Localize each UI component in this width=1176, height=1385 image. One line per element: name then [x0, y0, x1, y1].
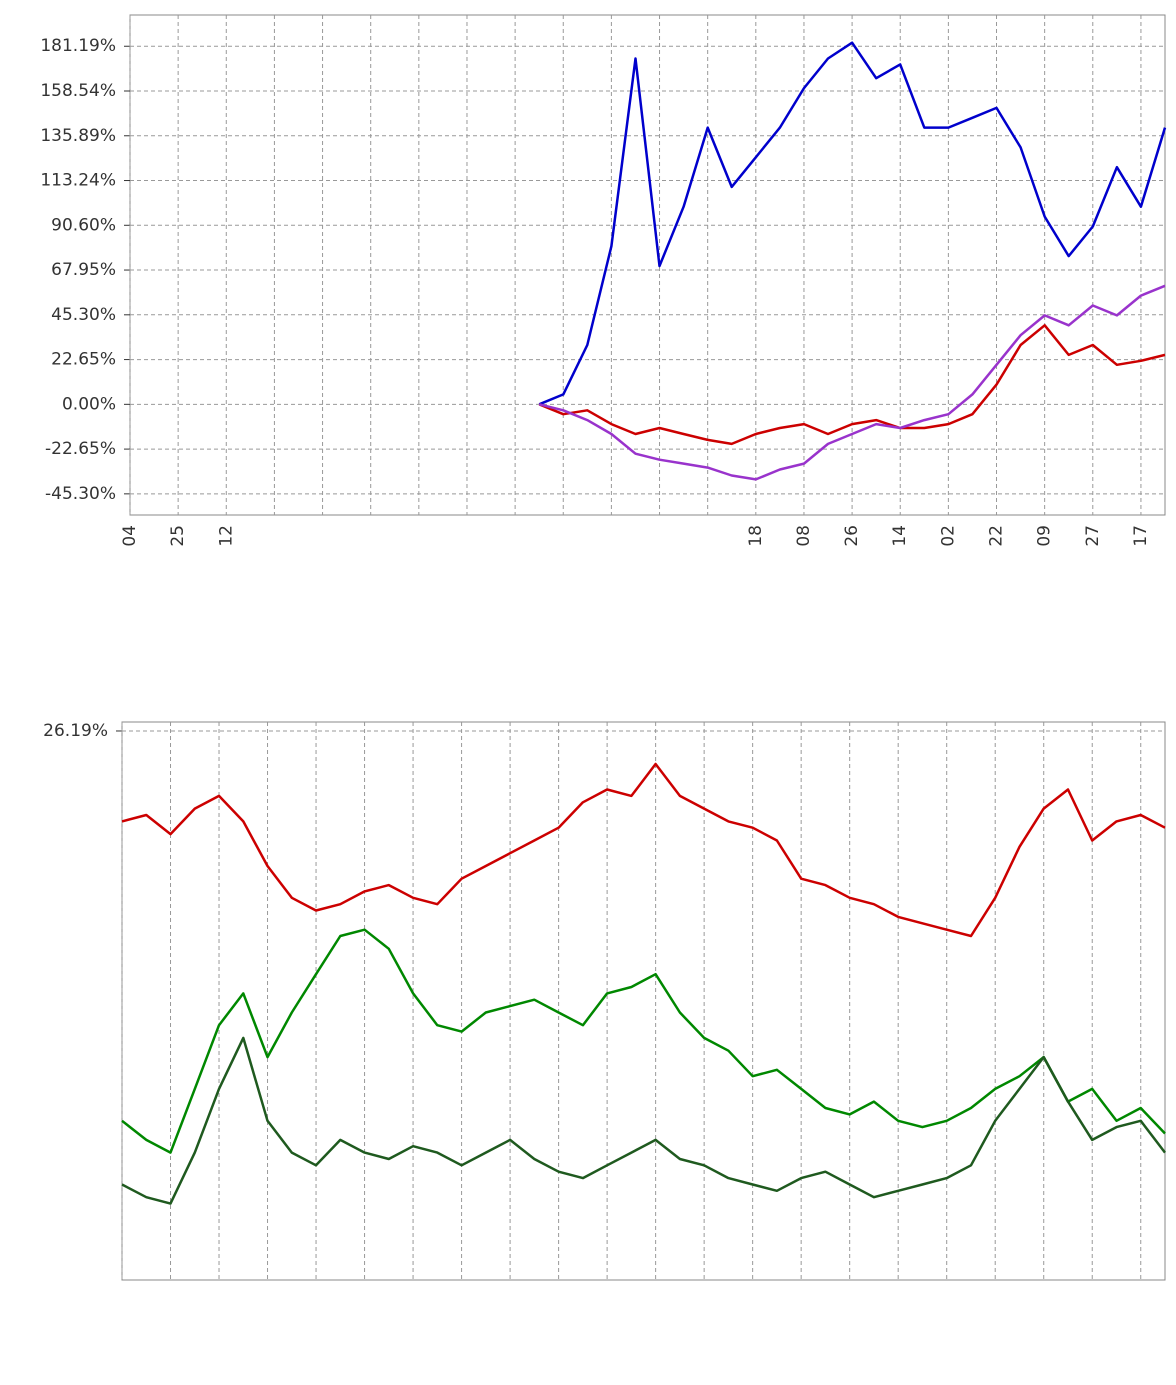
series-line: [121, 762, 1166, 938]
x-tick-label: 27: [1083, 525, 1103, 547]
y-tick-label: 113.24%: [40, 171, 116, 191]
series-line: [121, 928, 1166, 1154]
y-tick-label: 0.00%: [62, 394, 116, 414]
x-tick-label: 14: [890, 525, 910, 547]
plot-frame: [129, 14, 1166, 516]
y-tick-label: 67.95%: [51, 260, 116, 280]
y-tick-label: 135.89%: [40, 126, 116, 146]
x-tick-label: 26: [842, 525, 862, 547]
x-tick-label: 17: [1131, 525, 1151, 547]
plot-frame: [121, 721, 1166, 1281]
x-tick-label: 22: [987, 525, 1007, 547]
y-tick-label: 181.19%: [40, 36, 116, 56]
x-tick-label: 18: [746, 525, 766, 547]
series-line: [538, 41, 1167, 406]
x-tick-label: 04: [120, 525, 140, 547]
y-tick-label: -22.65%: [45, 439, 116, 459]
y-tick-label: 26.19%: [43, 721, 108, 741]
y-tick-label: 45.30%: [51, 305, 116, 325]
x-tick-label: 02: [938, 525, 958, 547]
x-tick-label: 25: [168, 525, 188, 547]
y-tick-label: 22.65%: [51, 350, 116, 370]
x-tick-label: 09: [1035, 525, 1055, 547]
series-line: [538, 284, 1166, 481]
y-tick-label: 158.54%: [40, 81, 116, 101]
series-line: [121, 1036, 1166, 1205]
x-tick-label: 08: [794, 525, 814, 547]
y-tick-label: 90.60%: [51, 215, 116, 235]
y-tick-label: -45.30%: [45, 484, 116, 504]
x-tick-label: 12: [216, 525, 236, 547]
series-line: [538, 324, 1166, 446]
